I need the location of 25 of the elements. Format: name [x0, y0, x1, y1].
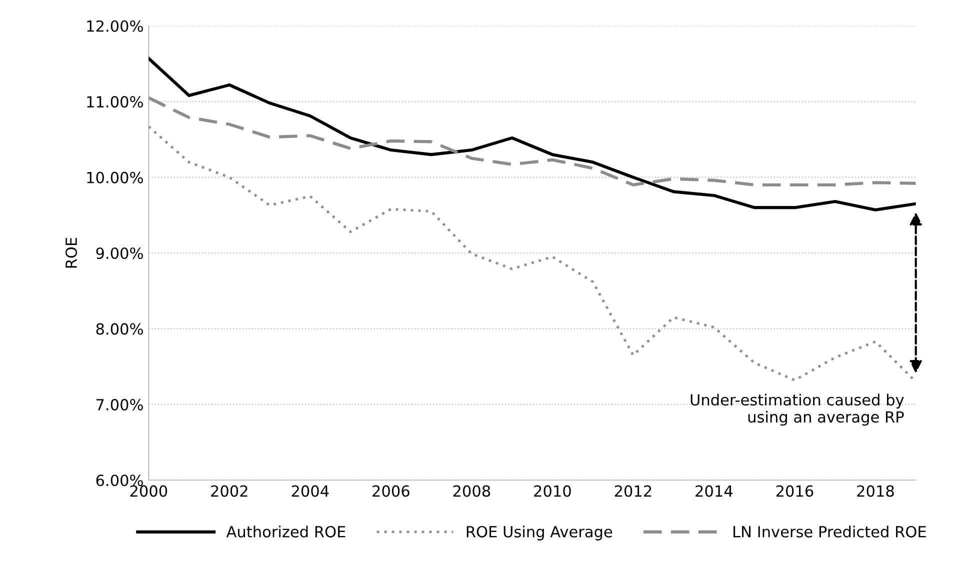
x-tick-label: 2000 — [130, 485, 168, 497]
y-axis-title: ROE — [65, 238, 78, 268]
y-tick-label: 7.00% — [96, 398, 143, 410]
x-tick-label: 2012 — [614, 485, 652, 497]
legend-label: ROE Using Average — [466, 526, 612, 540]
legend-label: Authorized ROE — [226, 526, 346, 538]
x-tick-label: 2010 — [534, 485, 571, 497]
y-tick-label: 12.00% — [87, 20, 143, 32]
y-tick-label: 10.00% — [87, 172, 143, 184]
line-series — [148, 56, 916, 212]
x-tick-label: 2002 — [211, 485, 248, 497]
y-tick-label: 8.00% — [96, 323, 143, 335]
x-tick-label: 2018 — [857, 485, 894, 497]
annotation: Under-estimation caused by using an average RP — [690, 394, 904, 426]
legend-label: LN Inverse Predicted ROE — [734, 526, 926, 538]
x-tick-label: 2008 — [453, 485, 490, 497]
x-tick-label: 2014 — [696, 485, 733, 497]
x-tick-label: 2006 — [372, 485, 410, 497]
line-series — [148, 125, 916, 383]
x-tick-label: 2004 — [292, 485, 329, 497]
line-series — [148, 96, 916, 186]
y-tick-label: 6.00% — [96, 474, 143, 486]
y-tick-label: 11.00% — [87, 96, 143, 108]
x-tick-label: 2016 — [776, 485, 814, 497]
y-tick-label: 9.00% — [96, 247, 143, 260]
